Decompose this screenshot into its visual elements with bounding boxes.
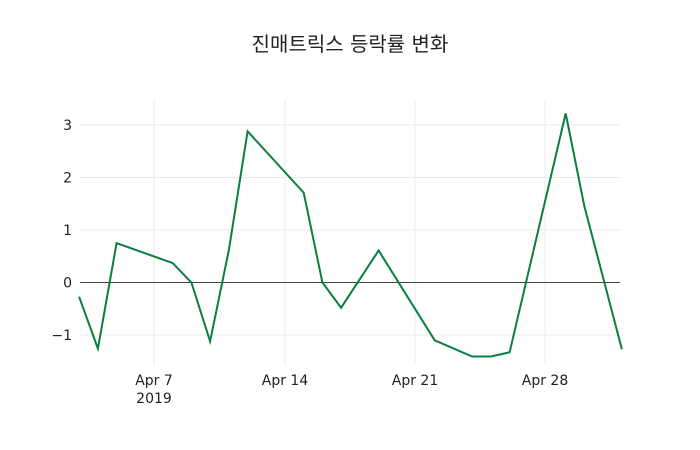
y-tick: 3 xyxy=(63,118,72,134)
x-tick: Apr 7 xyxy=(135,373,173,389)
y-tick: −1 xyxy=(51,328,72,344)
grid xyxy=(80,100,620,365)
x-tick: Apr 14 xyxy=(262,373,309,389)
y-tick: 0 xyxy=(63,276,72,292)
chart-title: 진매트릭스 등락률 변화 xyxy=(251,32,449,56)
y-tick: 2 xyxy=(63,171,72,187)
x-tick: Apr 21 xyxy=(392,373,438,389)
y-tick: 1 xyxy=(63,223,72,239)
y-axis-ticks: 3 2 1 0 −1 xyxy=(51,118,72,344)
x-tick: Apr 28 xyxy=(522,373,568,389)
x-tick-year: 2019 xyxy=(136,391,172,407)
series-line xyxy=(78,113,623,358)
x-axis-ticks: Apr 7 2019 Apr 14 Apr 21 Apr 28 xyxy=(135,373,568,407)
